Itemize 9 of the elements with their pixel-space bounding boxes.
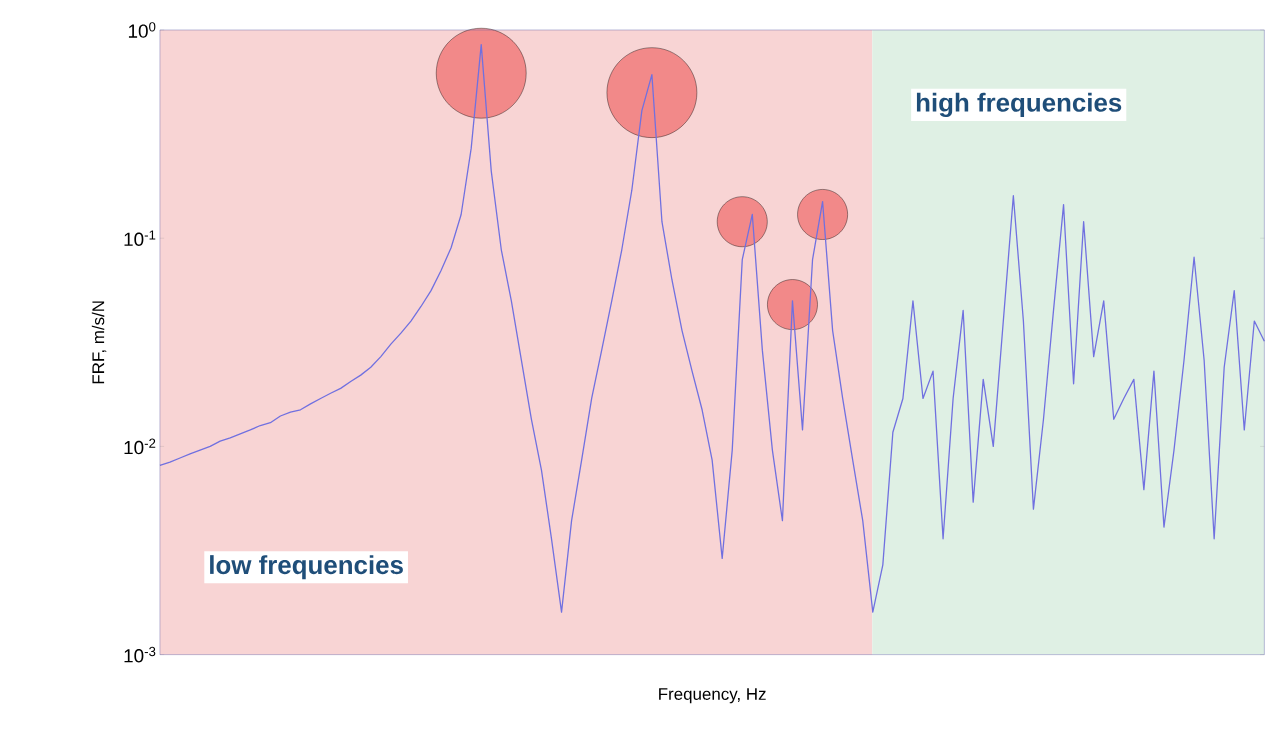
y-tick-label: 10$^{-3}$	[124, 647, 156, 663]
annotation: low frequencies	[210, 555, 403, 580]
x-axis-title: Frequency, Hz	[659, 688, 766, 704]
y-tick-label: 10$^{0}$	[128, 22, 156, 38]
y-tick-label: 10$^{-2}$	[124, 438, 156, 455]
annotation: high frequencies	[916, 93, 1122, 118]
line-series	[159, 44, 1265, 613]
y-axis-title: FRF, m/s/N	[91, 301, 107, 384]
y-tick-label: 10$^{-1}$	[124, 230, 156, 247]
